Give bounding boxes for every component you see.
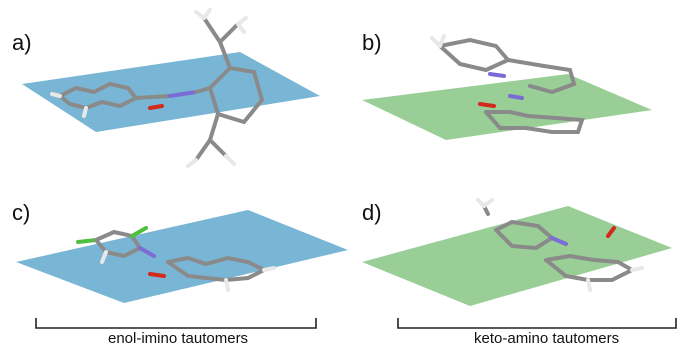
panel-label-a: a) <box>12 30 32 55</box>
molecular-plane-c <box>16 210 348 303</box>
molecule-c <box>76 226 276 292</box>
group-label-enol-imino: enol-imino tautomers <box>108 330 249 347</box>
bracket-keto-amino <box>397 318 677 329</box>
molecule-d <box>476 198 644 292</box>
panel-label-d: d) <box>362 200 382 225</box>
bracket-enol-imino <box>35 318 317 329</box>
group-label-keto-amino: keto-amino tautomers <box>474 330 620 347</box>
molecule-a <box>50 8 265 168</box>
molecular-plane-d <box>362 206 672 306</box>
molecular-plane-b <box>362 74 652 140</box>
panel-label-c: c) <box>12 200 31 225</box>
molecule-b <box>430 34 585 134</box>
panel-label-b: b) <box>362 30 382 55</box>
